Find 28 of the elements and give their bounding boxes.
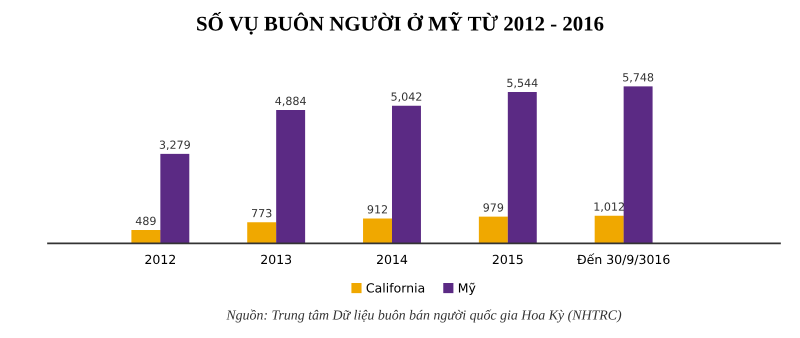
data-label: 489 <box>136 216 156 226</box>
x-tick-label: 2012 <box>145 254 175 264</box>
legend-label: California <box>366 282 424 293</box>
chart-title: SỐ VỤ BUÔN NGƯỜI Ở MỸ TỪ 2012 - 2016 <box>197 12 604 35</box>
bar <box>363 218 392 244</box>
bar <box>594 216 624 244</box>
data-label: 5,042 <box>391 92 422 102</box>
data-label: 979 <box>483 203 504 212</box>
x-tick-label: 2013 <box>261 254 292 264</box>
bar <box>131 230 160 244</box>
x-tick-label: 2015 <box>492 254 523 264</box>
text: Nguồn: Trung tâm Dữ liệu buôn bán người quốc gia Hoa Kỳ (NHTRC) <box>226 310 622 323</box>
data-label: 3,279 <box>160 140 190 150</box>
bar <box>247 222 276 244</box>
bar <box>478 216 508 244</box>
bar <box>276 110 306 244</box>
data-label: 5,544 <box>507 78 538 88</box>
legend-label: Mỹ <box>458 282 476 296</box>
data-label: 5,748 <box>623 73 654 83</box>
data-label: 4,884 <box>275 96 306 106</box>
x-tick-label: Đến 30/9/3016 <box>577 253 670 266</box>
bar <box>624 86 653 244</box>
bar <box>508 92 537 244</box>
x-tick-label: 2014 <box>377 254 408 264</box>
data-label: 773 <box>252 208 272 218</box>
bar <box>392 106 421 244</box>
bar <box>160 154 190 244</box>
data-label: 912 <box>368 205 388 214</box>
